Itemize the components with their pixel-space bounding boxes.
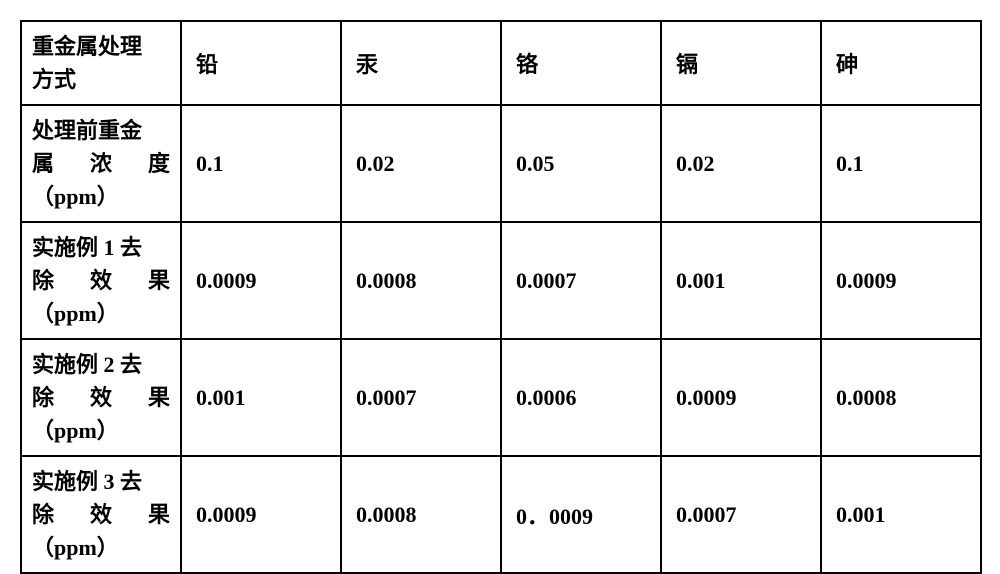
data-cell: 0.0008 xyxy=(341,456,501,573)
data-cell: 0.0007 xyxy=(501,222,661,339)
data-cell: 0.0008 xyxy=(341,222,501,339)
table-row: 实施例 1 去 除 效 果 （ppm） 0.0009 0.0008 0.0007… xyxy=(21,222,981,339)
table-row: 实施例 3 去 除 效 果 （ppm） 0.0009 0.0008 0．0009… xyxy=(21,456,981,573)
data-cell: 0.0006 xyxy=(501,339,661,456)
data-cell: 0.0007 xyxy=(341,339,501,456)
data-cell: 0.0008 xyxy=(821,339,981,456)
data-cell: 0.001 xyxy=(661,222,821,339)
table-header-row: 重金属处理 方式 铅 汞 铬 镉 砷 xyxy=(21,21,981,105)
data-cell: 0.02 xyxy=(661,105,821,222)
data-cell: 0.05 xyxy=(501,105,661,222)
label-line: 除 效 果 xyxy=(32,268,170,293)
label-line: 实施例 2 去 xyxy=(32,348,170,381)
label-line: （ppm） xyxy=(32,297,170,330)
label-line: 实施例 1 去 xyxy=(32,231,170,264)
label-line: 处理前重金 xyxy=(32,114,170,147)
column-header: 镉 xyxy=(661,21,821,105)
data-cell: 0.0009 xyxy=(661,339,821,456)
label-line: 除 效 果 xyxy=(32,502,170,527)
data-cell: 0.001 xyxy=(821,456,981,573)
data-cell: 0.0009 xyxy=(181,456,341,573)
label-line: （ppm） xyxy=(32,180,170,213)
label-line: 实施例 3 去 xyxy=(32,465,170,498)
data-cell: 0.0009 xyxy=(821,222,981,339)
row-label-cell: 重金属处理 方式 xyxy=(21,21,181,105)
row-label-cell: 处理前重金 属 浓 度 （ppm） xyxy=(21,105,181,222)
row-label-cell: 实施例 2 去 除 效 果 （ppm） xyxy=(21,339,181,456)
column-header: 铅 xyxy=(181,21,341,105)
data-cell: 0.02 xyxy=(341,105,501,222)
label-line: 重金属处理 xyxy=(32,30,170,63)
label-line: 方式 xyxy=(32,63,170,96)
metal-treatment-table: 重金属处理 方式 铅 汞 铬 镉 砷 处理前重金 属 浓 度 （ppm） 0.1… xyxy=(20,20,982,574)
table-row: 处理前重金 属 浓 度 （ppm） 0.1 0.02 0.05 0.02 0.1 xyxy=(21,105,981,222)
column-header: 铬 xyxy=(501,21,661,105)
label-line: 属 浓 度 xyxy=(32,151,170,176)
label-line: （ppm） xyxy=(32,414,170,447)
data-cell: 0.0007 xyxy=(661,456,821,573)
table-row: 实施例 2 去 除 效 果 （ppm） 0.001 0.0007 0.0006 … xyxy=(21,339,981,456)
data-cell: 0.1 xyxy=(821,105,981,222)
data-cell: 0.1 xyxy=(181,105,341,222)
row-label-cell: 实施例 1 去 除 效 果 （ppm） xyxy=(21,222,181,339)
data-cell: 0.001 xyxy=(181,339,341,456)
data-cell: 0.0009 xyxy=(181,222,341,339)
column-header: 汞 xyxy=(341,21,501,105)
column-header: 砷 xyxy=(821,21,981,105)
row-label-cell: 实施例 3 去 除 效 果 （ppm） xyxy=(21,456,181,573)
label-line: 除 效 果 xyxy=(32,385,170,410)
data-cell: 0．0009 xyxy=(501,456,661,573)
label-line: （ppm） xyxy=(32,531,170,564)
